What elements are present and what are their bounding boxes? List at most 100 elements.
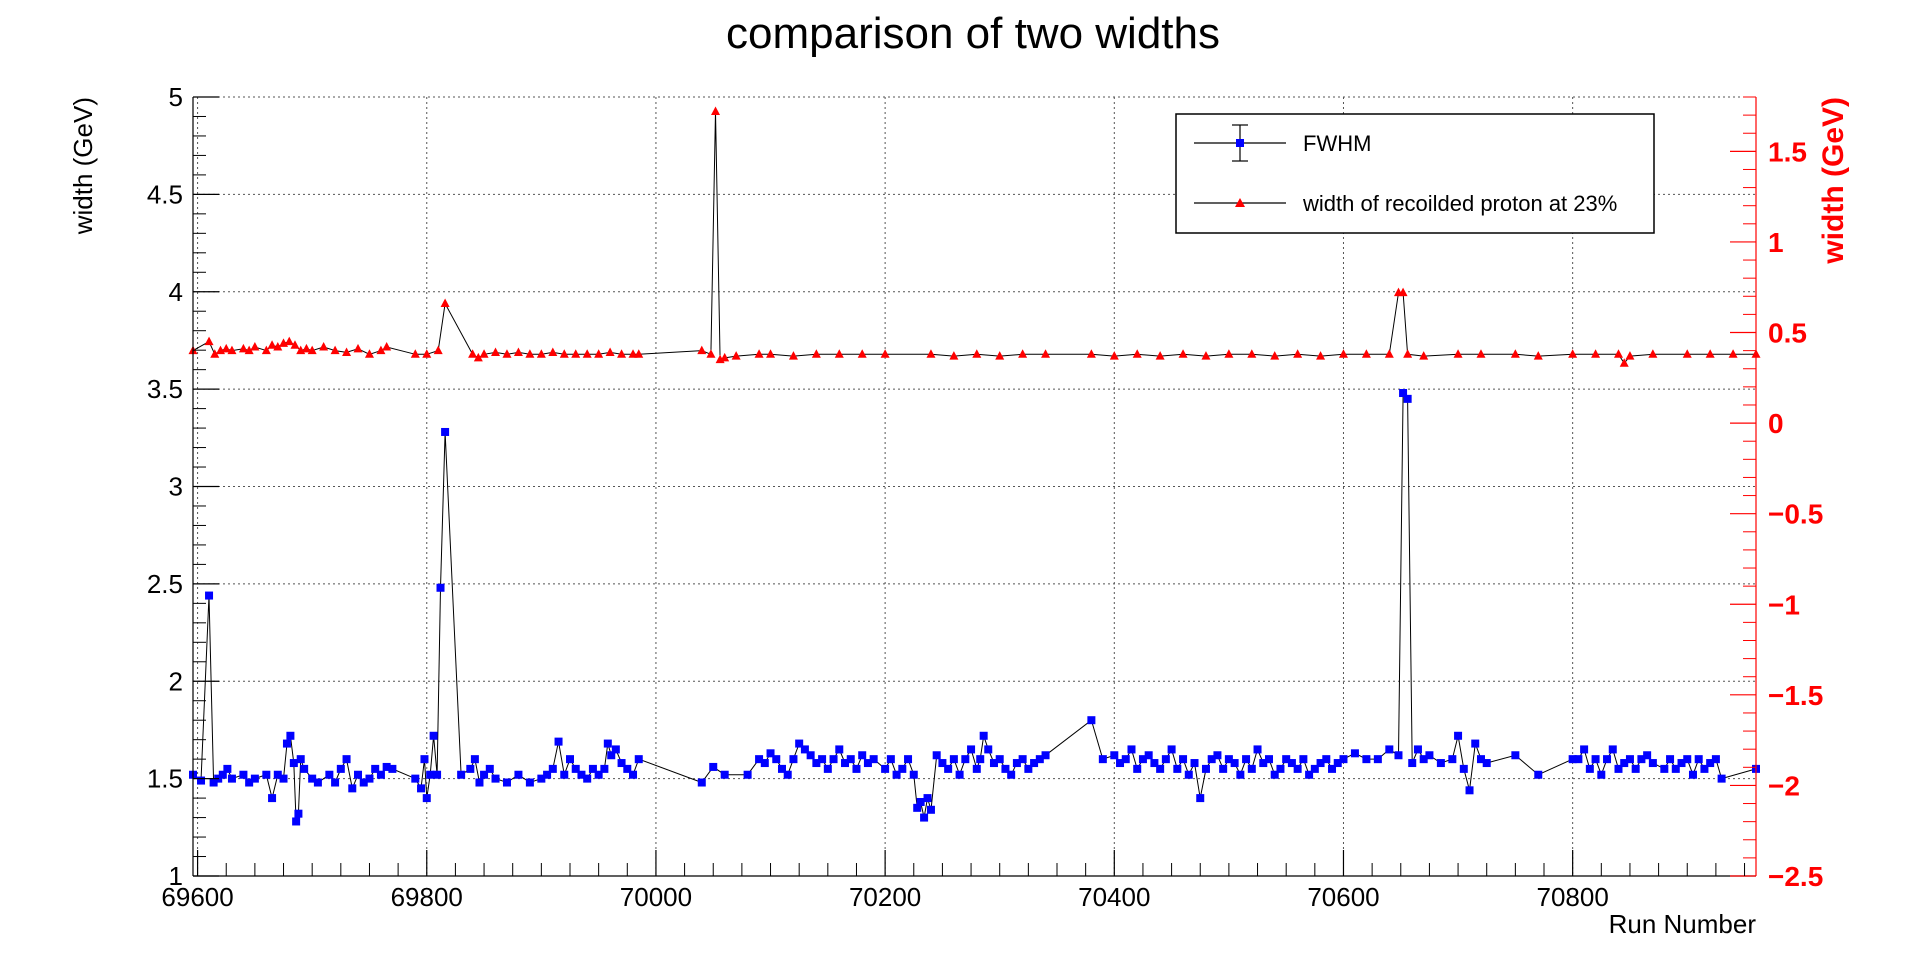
legend: FWHM width of recoilded proton at 23% (1175, 113, 1655, 234)
proton-point (1384, 349, 1394, 358)
fwhm-point (1305, 770, 1314, 779)
fwhm-point (1580, 745, 1589, 754)
proton-point (301, 343, 311, 353)
fwhm-point (852, 764, 861, 773)
right-tick-label: −0.5 (1768, 499, 1823, 530)
proton-point (364, 349, 374, 358)
proton-point (811, 349, 821, 358)
fwhm-point (1247, 764, 1256, 773)
fwhm-point (1110, 751, 1119, 760)
fwhm-point (250, 774, 259, 783)
proton-point (731, 351, 741, 360)
fwhm-point (336, 764, 345, 773)
fwhm-point (433, 770, 442, 779)
fwhm-point (1299, 755, 1308, 764)
proton-point (382, 342, 392, 351)
fwhm-point (1035, 755, 1044, 764)
fwhm-point (1224, 755, 1233, 764)
x-ticks: 69600 69800 70000 70200 70400 70600 70800 (161, 850, 1746, 912)
fwhm-point (1242, 755, 1251, 764)
fwhm-point (348, 784, 357, 793)
left-tick-label: 4 (169, 277, 183, 307)
fwhm-point (1608, 745, 1617, 754)
right-tick-label: −2.5 (1768, 861, 1823, 892)
fwhm-point (365, 774, 374, 783)
series-markers (188, 106, 1761, 826)
proton-point (1247, 349, 1257, 358)
fwhm-point (603, 739, 612, 748)
fwhm-point (1482, 759, 1491, 768)
fwhm-point (1643, 751, 1652, 760)
x-tick-label: 69800 (391, 882, 463, 912)
fwhm-point (294, 809, 303, 818)
fwhm-point (1585, 764, 1594, 773)
fwhm-point (829, 755, 838, 764)
fwhm-point (300, 764, 309, 773)
fwhm-point (995, 755, 1004, 764)
fwhm-point (938, 759, 947, 768)
left-tick-label: 3 (169, 472, 183, 502)
fwhm-point (812, 759, 821, 768)
proton-point (880, 349, 890, 358)
proton-point (267, 340, 277, 349)
fwhm-point (1425, 751, 1434, 760)
legend-fwhm-label: FWHM (1303, 131, 1371, 156)
proton-point (697, 345, 707, 355)
fwhm-point (1207, 755, 1216, 764)
left-tick-label: 3.5 (147, 374, 183, 404)
proton-point (473, 352, 483, 362)
fwhm-point (1087, 716, 1096, 725)
fwhm-point (548, 764, 557, 773)
fwhm-point (485, 764, 494, 773)
fwhm-point (470, 755, 479, 764)
fwhm-point (1688, 770, 1697, 779)
fwhm-point (1007, 770, 1016, 779)
proton-point (605, 347, 615, 356)
proton-point (1613, 349, 1623, 358)
proton-point (1403, 349, 1413, 358)
fwhm-point (1568, 755, 1577, 764)
x-axis-label: Run Number (1609, 909, 1757, 939)
fwhm-point (268, 794, 277, 803)
fwhm-point (417, 784, 426, 793)
fwhm-point (514, 770, 523, 779)
fwhm-point (1133, 764, 1142, 773)
fwhm-point (525, 778, 534, 787)
fwhm-point (273, 770, 282, 779)
fwhm-point (818, 755, 827, 764)
fwhm-point (457, 770, 466, 779)
fwhm-point (755, 755, 764, 764)
proton-point (1201, 351, 1211, 360)
fwhm-point (972, 764, 981, 773)
fwhm-point (898, 764, 907, 773)
proton-point (491, 347, 501, 356)
fwhm-point (1373, 755, 1382, 764)
fwhm-point (1041, 751, 1050, 760)
proton-point (1648, 349, 1658, 358)
fwhm-point (1574, 755, 1583, 764)
fwhm-point (1648, 759, 1657, 768)
fwhm-point (766, 749, 775, 758)
fwhm-point (1236, 770, 1245, 779)
proton-point (1728, 349, 1738, 358)
right-tick-label: 1.5 (1768, 136, 1807, 167)
proton-point (525, 349, 535, 358)
fwhm-point (1150, 759, 1159, 768)
proton-point (1591, 349, 1601, 358)
fwhm-point (967, 745, 976, 754)
fwhm-point (239, 770, 248, 779)
fwhm-point (886, 755, 895, 764)
fwhm-point (426, 770, 435, 779)
fwhm-point (560, 770, 569, 779)
proton-point (1705, 349, 1715, 358)
fwhm-point (1167, 745, 1176, 754)
fwhm-point (1362, 755, 1371, 764)
fwhm-point (289, 759, 298, 768)
proton-point (559, 349, 569, 358)
fwhm-point (308, 774, 317, 783)
fwhm-point (932, 751, 941, 760)
fwhm-point (1001, 764, 1010, 773)
fwhm-point (1413, 745, 1422, 754)
fwhm-point (1454, 731, 1463, 740)
fwhm-point (466, 764, 475, 773)
